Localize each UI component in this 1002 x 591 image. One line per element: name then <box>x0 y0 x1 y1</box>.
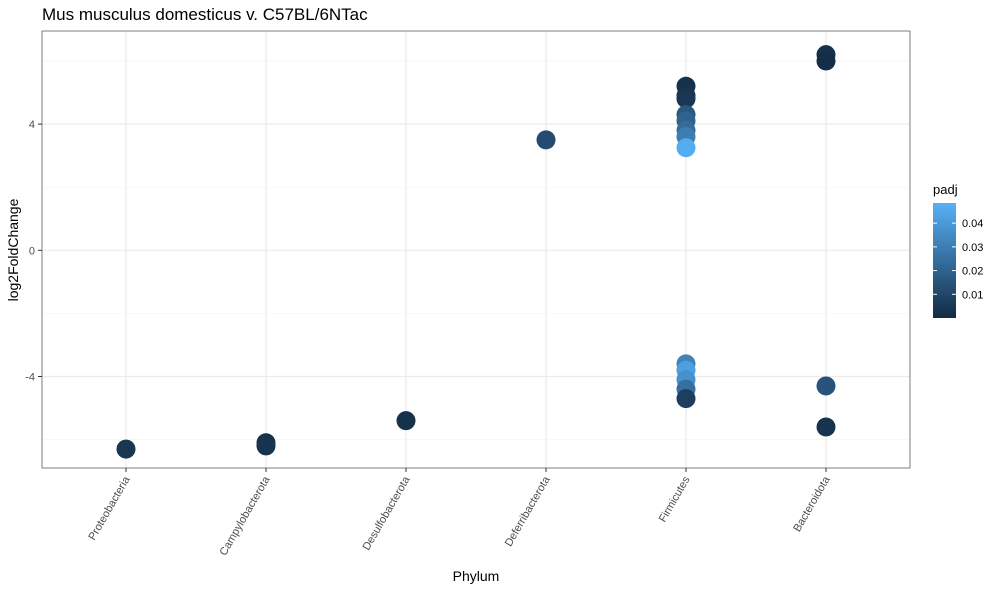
y-tick-label: -4 <box>25 371 35 383</box>
legend-tick-label: 0.03 <box>962 242 983 254</box>
color-legend: padj 0.04 0.03 0.02 0.01 <box>933 182 983 318</box>
legend-tick-label: 0.04 <box>962 218 983 230</box>
data-point <box>676 89 696 109</box>
data-point <box>816 417 836 437</box>
x-tick-label: Deferribacterota <box>503 474 553 549</box>
legend-ticks: 0.04 0.03 0.02 0.01 <box>933 218 983 301</box>
x-tick-label: Desulfobacterota <box>361 474 413 553</box>
x-axis-title: Phylum <box>453 568 500 584</box>
legend-tick-label: 0.01 <box>962 289 983 301</box>
y-axis: 4 0 -4 <box>25 119 42 383</box>
data-point <box>396 411 416 431</box>
y-tick-label: 4 <box>29 119 35 131</box>
legend-title: padj <box>933 182 958 197</box>
data-point <box>676 138 696 158</box>
panel-border <box>41 30 911 469</box>
x-tick-label: Campylobacterota <box>218 474 273 558</box>
legend-tick-label: 0.02 <box>962 266 983 278</box>
y-tick-label: 0 <box>29 245 35 257</box>
x-tick-label: Proteobacteria <box>86 474 133 543</box>
data-point <box>816 51 836 71</box>
x-axis: Proteobacteria Campylobacterota Desulfobac… <box>86 468 833 558</box>
data-point <box>536 130 556 150</box>
y-axis-title: log2FoldChange <box>5 198 21 301</box>
data-point <box>676 389 696 409</box>
grid <box>42 31 910 468</box>
x-tick-label: Bacteroidota <box>791 474 833 534</box>
data-point <box>256 436 276 456</box>
chart-title: Mus musculus domesticus v. C57BL/6NTac <box>42 5 368 24</box>
data-point <box>816 376 836 396</box>
data-points <box>116 45 836 459</box>
data-point <box>116 439 136 459</box>
x-tick-label: Firmicutes <box>657 474 693 524</box>
legend-colorbar <box>933 203 956 318</box>
